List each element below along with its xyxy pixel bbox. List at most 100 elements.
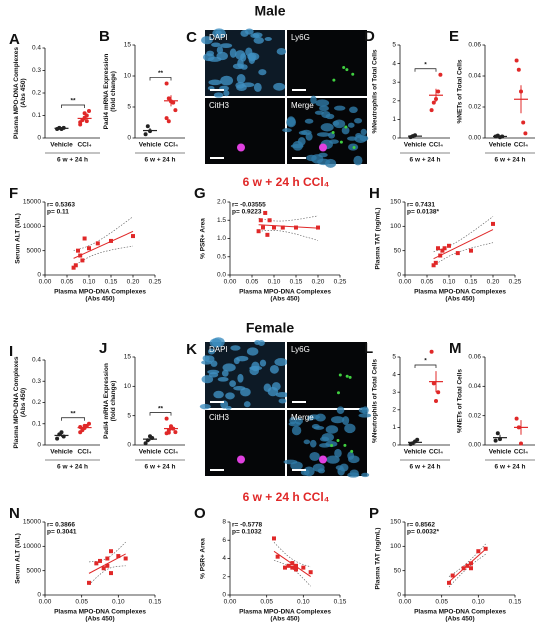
nucleus <box>334 448 342 458</box>
x-tick-label: 0.15 <box>465 279 478 286</box>
nucleus <box>361 472 370 478</box>
data-point <box>105 563 110 568</box>
x-tick-label: 0.05 <box>421 279 434 286</box>
nucleus <box>347 451 355 460</box>
nucleus <box>259 359 267 367</box>
nucleus <box>337 467 345 476</box>
significance: * <box>424 358 427 365</box>
nucleus <box>217 376 229 382</box>
data-point <box>438 72 443 77</box>
nucleus <box>232 63 245 70</box>
x-tick-label: 0.00 <box>224 279 237 286</box>
significance-bracket <box>414 364 437 368</box>
nucleus <box>249 365 263 371</box>
nucleus <box>304 118 314 124</box>
data-point <box>267 218 272 223</box>
x-tick-label: Vehicle <box>50 142 73 149</box>
x-tick-label: Vehicle <box>50 449 73 456</box>
y-tick-label: 0.1 <box>32 420 41 427</box>
nucleus <box>275 392 290 398</box>
data-point <box>272 225 276 230</box>
nucleus <box>319 105 329 112</box>
x-tick-label: 0.00 <box>39 599 52 606</box>
data-point <box>87 246 91 251</box>
y-tick-label: 0.0 <box>217 272 226 279</box>
nucleus <box>341 126 350 135</box>
nucleus <box>209 338 222 348</box>
data-point <box>447 580 451 585</box>
signal <box>330 443 334 447</box>
x-axis-label: Plasma MPO-DNA Complexes <box>239 609 331 616</box>
confidence-band <box>73 245 134 267</box>
significance: ** <box>158 70 164 77</box>
nucleus <box>233 357 240 365</box>
x-axis-label: 6 w + 24 h <box>410 157 441 164</box>
nucleus <box>253 82 262 92</box>
stat-annotation: r= -0.5778 <box>232 522 263 529</box>
y-tick-label: 2 <box>392 98 396 105</box>
data-point <box>84 119 89 124</box>
nucleus <box>263 383 272 392</box>
x-axis-label: (Abs 450) <box>445 616 474 623</box>
data-point <box>433 260 438 265</box>
y-tick-label: 1 <box>392 424 396 431</box>
confidence-band <box>258 215 319 222</box>
data-point <box>166 430 171 435</box>
y-tick-label: 100 <box>390 543 401 550</box>
x-tick-label: 0.00 <box>224 599 237 606</box>
data-point <box>80 258 85 263</box>
x-axis-label: 6 w + 24 h <box>495 157 526 164</box>
y-axis-label: %Neutrophils of Total Cells <box>372 49 379 133</box>
confidence-band <box>273 541 311 568</box>
x-tick-label: 0.20 <box>127 279 140 286</box>
y-axis-label: Plasma TAT (ng/mL) <box>375 528 382 590</box>
data-point <box>519 441 523 446</box>
x-tick-label: 0.10 <box>443 279 456 286</box>
y-tick-label: 0.2 <box>32 399 41 406</box>
nucleus <box>276 47 287 55</box>
nucleus <box>223 90 230 97</box>
y-axis-label: Plasma MPO-DNA Complexes <box>13 356 20 448</box>
data-point <box>283 565 287 570</box>
section-header: Female <box>246 320 294 336</box>
y-axis-label: Plasma MPO-DNA Complexes <box>13 47 20 139</box>
x-axis-label: Plasma MPO-DNA Complexes <box>54 609 146 616</box>
nucleus <box>306 415 314 421</box>
x-tick-label: CCl₄ <box>429 449 443 456</box>
x-tick-label: Vehicle <box>139 142 162 149</box>
nucleus <box>303 439 311 445</box>
data-point <box>491 221 495 226</box>
data-point <box>523 131 528 136</box>
y-tick-label: 15000 <box>23 199 41 206</box>
data-point <box>82 423 87 428</box>
y-tick-label: 6 <box>222 537 226 544</box>
x-tick-label: CCl₄ <box>514 449 528 456</box>
treatment-label: 6 w + 24 h CCl₄ <box>243 175 330 189</box>
x-tick-label: 0.05 <box>246 279 259 286</box>
data-point <box>440 248 445 253</box>
nucleus <box>240 29 249 37</box>
regression-line <box>258 224 319 229</box>
x-axis-label: 6 w + 24 h <box>57 157 88 164</box>
data-point <box>263 210 268 215</box>
data-point <box>164 81 169 86</box>
scale-bar <box>210 401 224 403</box>
y-axis-label: (Abs 450) <box>20 388 27 417</box>
data-point <box>455 251 460 256</box>
significance: * <box>424 61 427 68</box>
y-tick-label: 15 <box>124 42 132 49</box>
nucleus <box>273 82 286 91</box>
nucleus <box>225 392 235 400</box>
nucleus <box>278 398 287 404</box>
y-tick-label: 0.04 <box>468 383 481 390</box>
nucleus <box>235 50 246 60</box>
signal <box>237 143 245 152</box>
nucleus <box>310 95 317 105</box>
micrograph <box>205 410 285 476</box>
nucleus <box>253 36 264 44</box>
y-tick-label: 4 <box>392 60 396 67</box>
data-point <box>469 561 473 566</box>
panel-letter: J <box>99 340 107 357</box>
data-point <box>438 253 443 258</box>
nucleus <box>325 425 339 434</box>
